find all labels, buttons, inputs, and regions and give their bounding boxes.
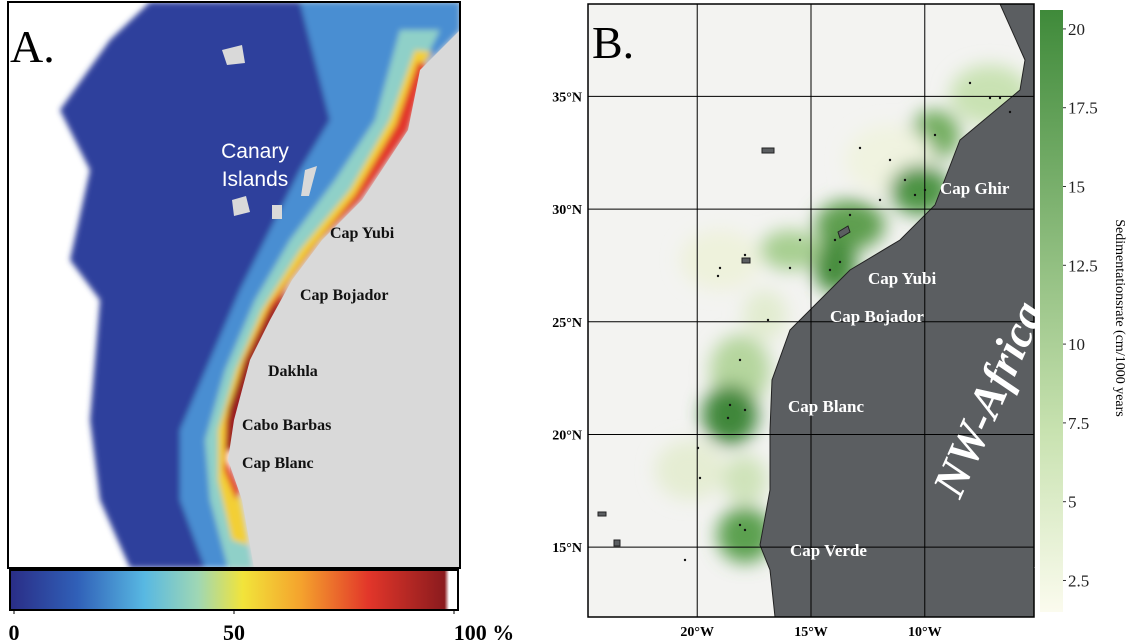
colorbar-tick-label: 5 [1068, 493, 1077, 512]
sample-point [718, 266, 722, 270]
place-label: Cap Blanc [242, 455, 314, 472]
sample-point [968, 81, 972, 85]
sample-point [988, 96, 992, 100]
sample-point [923, 188, 927, 192]
colorbar [9, 569, 459, 611]
place-label: Cap Verde [790, 541, 867, 560]
sample-point [696, 446, 700, 450]
sample-point [878, 198, 882, 202]
sample-point [738, 523, 742, 527]
sample-point [728, 403, 732, 407]
sample-point [933, 133, 937, 137]
sample-point [716, 274, 720, 278]
sample-point [788, 266, 792, 270]
credit: Ocean Data View [1035, 557, 1042, 612]
place-label: Canary [221, 140, 289, 163]
sample-point [888, 158, 892, 162]
sample-point [683, 558, 687, 562]
sample-point [738, 358, 742, 362]
map-b [588, 4, 1034, 617]
place-label: Cap Bojador [300, 287, 388, 304]
sample-point [726, 416, 730, 420]
colorbar-title: Sedimentationsrate (cm/1000 years [1112, 219, 1127, 417]
sample-point [743, 408, 747, 412]
panel-label: B. [592, 17, 634, 68]
sample-point [743, 253, 747, 257]
lat-tick-label: 25°N [552, 316, 582, 331]
place-label: Cap Ghir [940, 179, 1010, 198]
place-label: Dakhla [268, 363, 318, 380]
colorbar-tick-label: 2.5 [1068, 571, 1089, 590]
colorbar-tick-label: 50 [223, 620, 245, 644]
sample-point [903, 178, 907, 182]
place-label: Cap Yubi [868, 269, 936, 288]
sample-point [1008, 110, 1012, 114]
sample-point [913, 193, 917, 197]
sample-point [698, 476, 702, 480]
colorbar-tick-label: 100 % [454, 620, 515, 644]
place-label: Islands [222, 168, 289, 191]
colorbar-tick-label: 7.5 [1068, 414, 1089, 433]
lat-tick-label: 15°N [552, 541, 582, 556]
colorbar [1040, 10, 1063, 612]
lon-tick-label: 10°W [908, 625, 942, 640]
place-label: Cap Bojador [830, 307, 924, 326]
sample-point [743, 528, 747, 532]
sample-point [858, 146, 862, 150]
sample-point [848, 213, 852, 217]
sample-point [998, 96, 1002, 100]
sample-point [766, 318, 770, 322]
lon-tick-label: 20°W [680, 625, 714, 640]
sample-point [833, 238, 837, 242]
place-label: Cap Yubi [330, 225, 395, 242]
map-a [8, 2, 460, 568]
colorbar-tick-label: 15 [1068, 178, 1085, 197]
lat-tick-label: 30°N [552, 203, 582, 218]
lon-tick-label: 15°W [794, 625, 828, 640]
lat-tick-label: 35°N [552, 90, 582, 105]
colorbar-tick-label: 12.5 [1068, 256, 1098, 275]
colorbar-tick-label: 17.5 [1068, 99, 1098, 118]
place-label: Cabo Barbas [242, 417, 331, 434]
colorbar-tick-label: 10 [1068, 335, 1085, 354]
panel-label: A. [10, 21, 55, 72]
colorbar-tick-label: 20 [1068, 20, 1085, 39]
place-label: Cap Blanc [788, 397, 864, 416]
sample-point [828, 268, 832, 272]
lat-tick-label: 20°N [552, 428, 582, 443]
sample-point [838, 260, 842, 264]
colorbar-tick-label: 0 [9, 620, 20, 644]
sample-point [798, 238, 802, 242]
